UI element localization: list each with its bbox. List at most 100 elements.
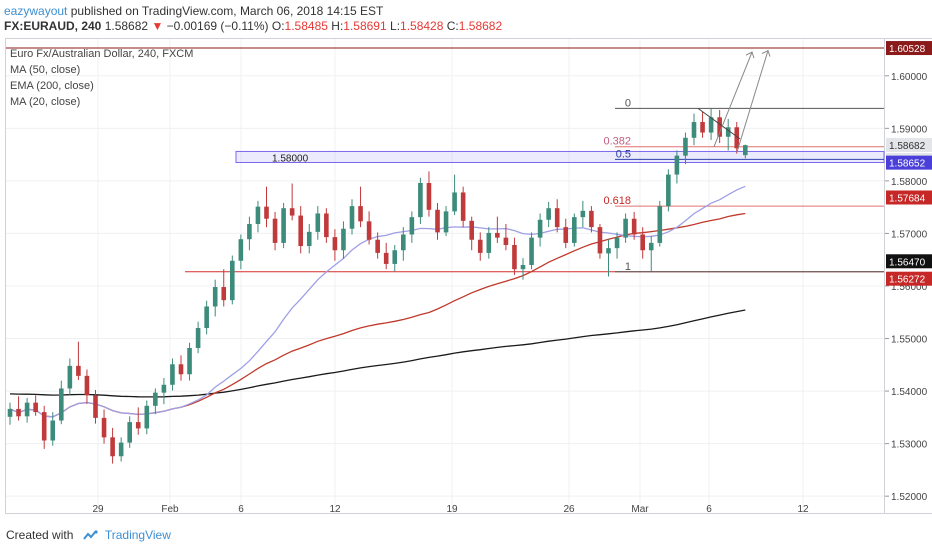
trendline <box>697 107 741 140</box>
candle-body <box>358 206 363 222</box>
publisher-link[interactable]: eazywayout <box>4 4 68 18</box>
candle-body <box>161 384 167 393</box>
candle-body <box>84 375 90 396</box>
down-arrow-icon: ▼ <box>151 19 164 33</box>
candle-body <box>187 347 192 375</box>
x-tick-label: 6 <box>238 504 244 515</box>
ohlc-info: FX:EURAUD, 240 1.58682 ▼ −0.00169 (−0.11… <box>4 19 502 33</box>
high-value: 1.58691 <box>343 19 387 33</box>
price-tag <box>886 41 932 56</box>
candle-body <box>110 437 115 457</box>
candle-body <box>401 234 406 251</box>
x-tick-label: 29 <box>92 504 104 515</box>
price-tag-label: 1.60528 <box>889 44 926 55</box>
candle-body <box>614 237 620 249</box>
legend-ma20[interactable]: MA (20, close) <box>10 96 81 108</box>
candle-body <box>16 408 21 417</box>
candle-body <box>50 420 56 441</box>
created-with-text: Created with <box>6 528 74 542</box>
candle-body <box>255 206 261 224</box>
candle-body <box>144 405 150 429</box>
candle-body <box>238 239 244 261</box>
candle-body <box>743 145 748 156</box>
candle-body <box>469 220 474 240</box>
candle-body <box>195 328 201 348</box>
candle-body <box>623 218 628 238</box>
footer: Created with TradingView <box>0 522 932 550</box>
candle-body <box>101 417 107 438</box>
x-tick-label: 12 <box>797 504 809 515</box>
legend-ma50[interactable]: MA (50, close) <box>10 64 81 76</box>
price-tag <box>886 190 932 205</box>
close-value: 1.58682 <box>458 19 503 33</box>
candle-body <box>606 248 611 254</box>
candle-body <box>230 260 235 301</box>
candle-body <box>409 217 415 235</box>
candle-body <box>170 364 175 385</box>
chart-legend: Euro Fx/Australian Dollar, 240, FXCM MA … <box>10 46 193 110</box>
header-bar: eazywayout published on TradingView.com,… <box>0 0 932 34</box>
candle-body <box>93 395 98 418</box>
y-tick-label: 1.56000 <box>891 282 928 293</box>
projection-arrow-1 <box>713 51 753 147</box>
price-tag <box>886 155 932 170</box>
publish-info: eazywayout published on TradingView.com,… <box>4 4 383 18</box>
candle-body <box>153 392 158 406</box>
close-label: C: <box>446 19 459 33</box>
candle-body <box>127 422 132 443</box>
arrowhead-icon <box>761 49 771 57</box>
candle-body <box>572 217 577 243</box>
candle-body <box>683 137 688 156</box>
candle-body <box>306 231 312 247</box>
candle-body <box>33 402 38 413</box>
candle-body <box>135 422 141 429</box>
y-tick-label: 1.58000 <box>891 177 928 188</box>
zone-label: 1.58000 <box>272 153 309 164</box>
candle-body <box>580 210 586 218</box>
y-tick-label: 1.57000 <box>891 229 928 240</box>
candle-body <box>563 227 569 243</box>
candle-body <box>597 227 603 254</box>
fib-level-label: 1 <box>625 261 631 273</box>
ema200-line <box>9 309 746 398</box>
price-tag-label: 1.58682 <box>889 141 926 152</box>
publish-text: published on TradingView.com, March 06, … <box>70 4 384 18</box>
y-tick-label: 1.53000 <box>891 440 928 451</box>
candle-body <box>546 208 551 220</box>
candle-body <box>477 239 483 253</box>
candle-body <box>289 208 295 216</box>
candle-body <box>691 122 697 138</box>
price-tag <box>886 271 932 286</box>
y-tick-label: 1.60000 <box>891 72 928 83</box>
open-value: 1.58485 <box>284 19 328 33</box>
candle-body <box>503 237 509 245</box>
candle-body <box>717 117 722 137</box>
symbol-interval: FX:EURAUD, 240 <box>4 19 102 33</box>
candle-body <box>435 209 440 233</box>
candle-body <box>281 208 286 243</box>
chart-pane[interactable] <box>5 38 885 514</box>
candle-body <box>426 182 432 210</box>
x-tick-label: 26 <box>563 504 575 515</box>
candle-body <box>486 232 492 253</box>
y-tick-label: 1.54000 <box>891 387 928 398</box>
candle-body <box>247 223 252 240</box>
candle-body <box>674 155 680 175</box>
candle-body <box>24 402 30 417</box>
legend-ema200[interactable]: EMA (200, close) <box>10 80 94 92</box>
x-tick-label: Mar <box>631 504 649 515</box>
candle-body <box>512 244 517 270</box>
price-axis[interactable] <box>885 38 932 514</box>
price-tag-label: 1.57684 <box>889 193 926 204</box>
y-tick-label: 1.52000 <box>891 492 928 503</box>
candle-body <box>204 306 209 329</box>
candle-body <box>383 252 389 264</box>
tradingview-link[interactable]: TradingView <box>104 528 171 542</box>
candle-body <box>460 192 466 221</box>
candle-body <box>666 174 671 207</box>
y-tick-label: 1.55000 <box>891 335 928 346</box>
candle-body <box>212 287 218 307</box>
candle-body <box>264 206 269 219</box>
candle-body <box>59 388 64 421</box>
